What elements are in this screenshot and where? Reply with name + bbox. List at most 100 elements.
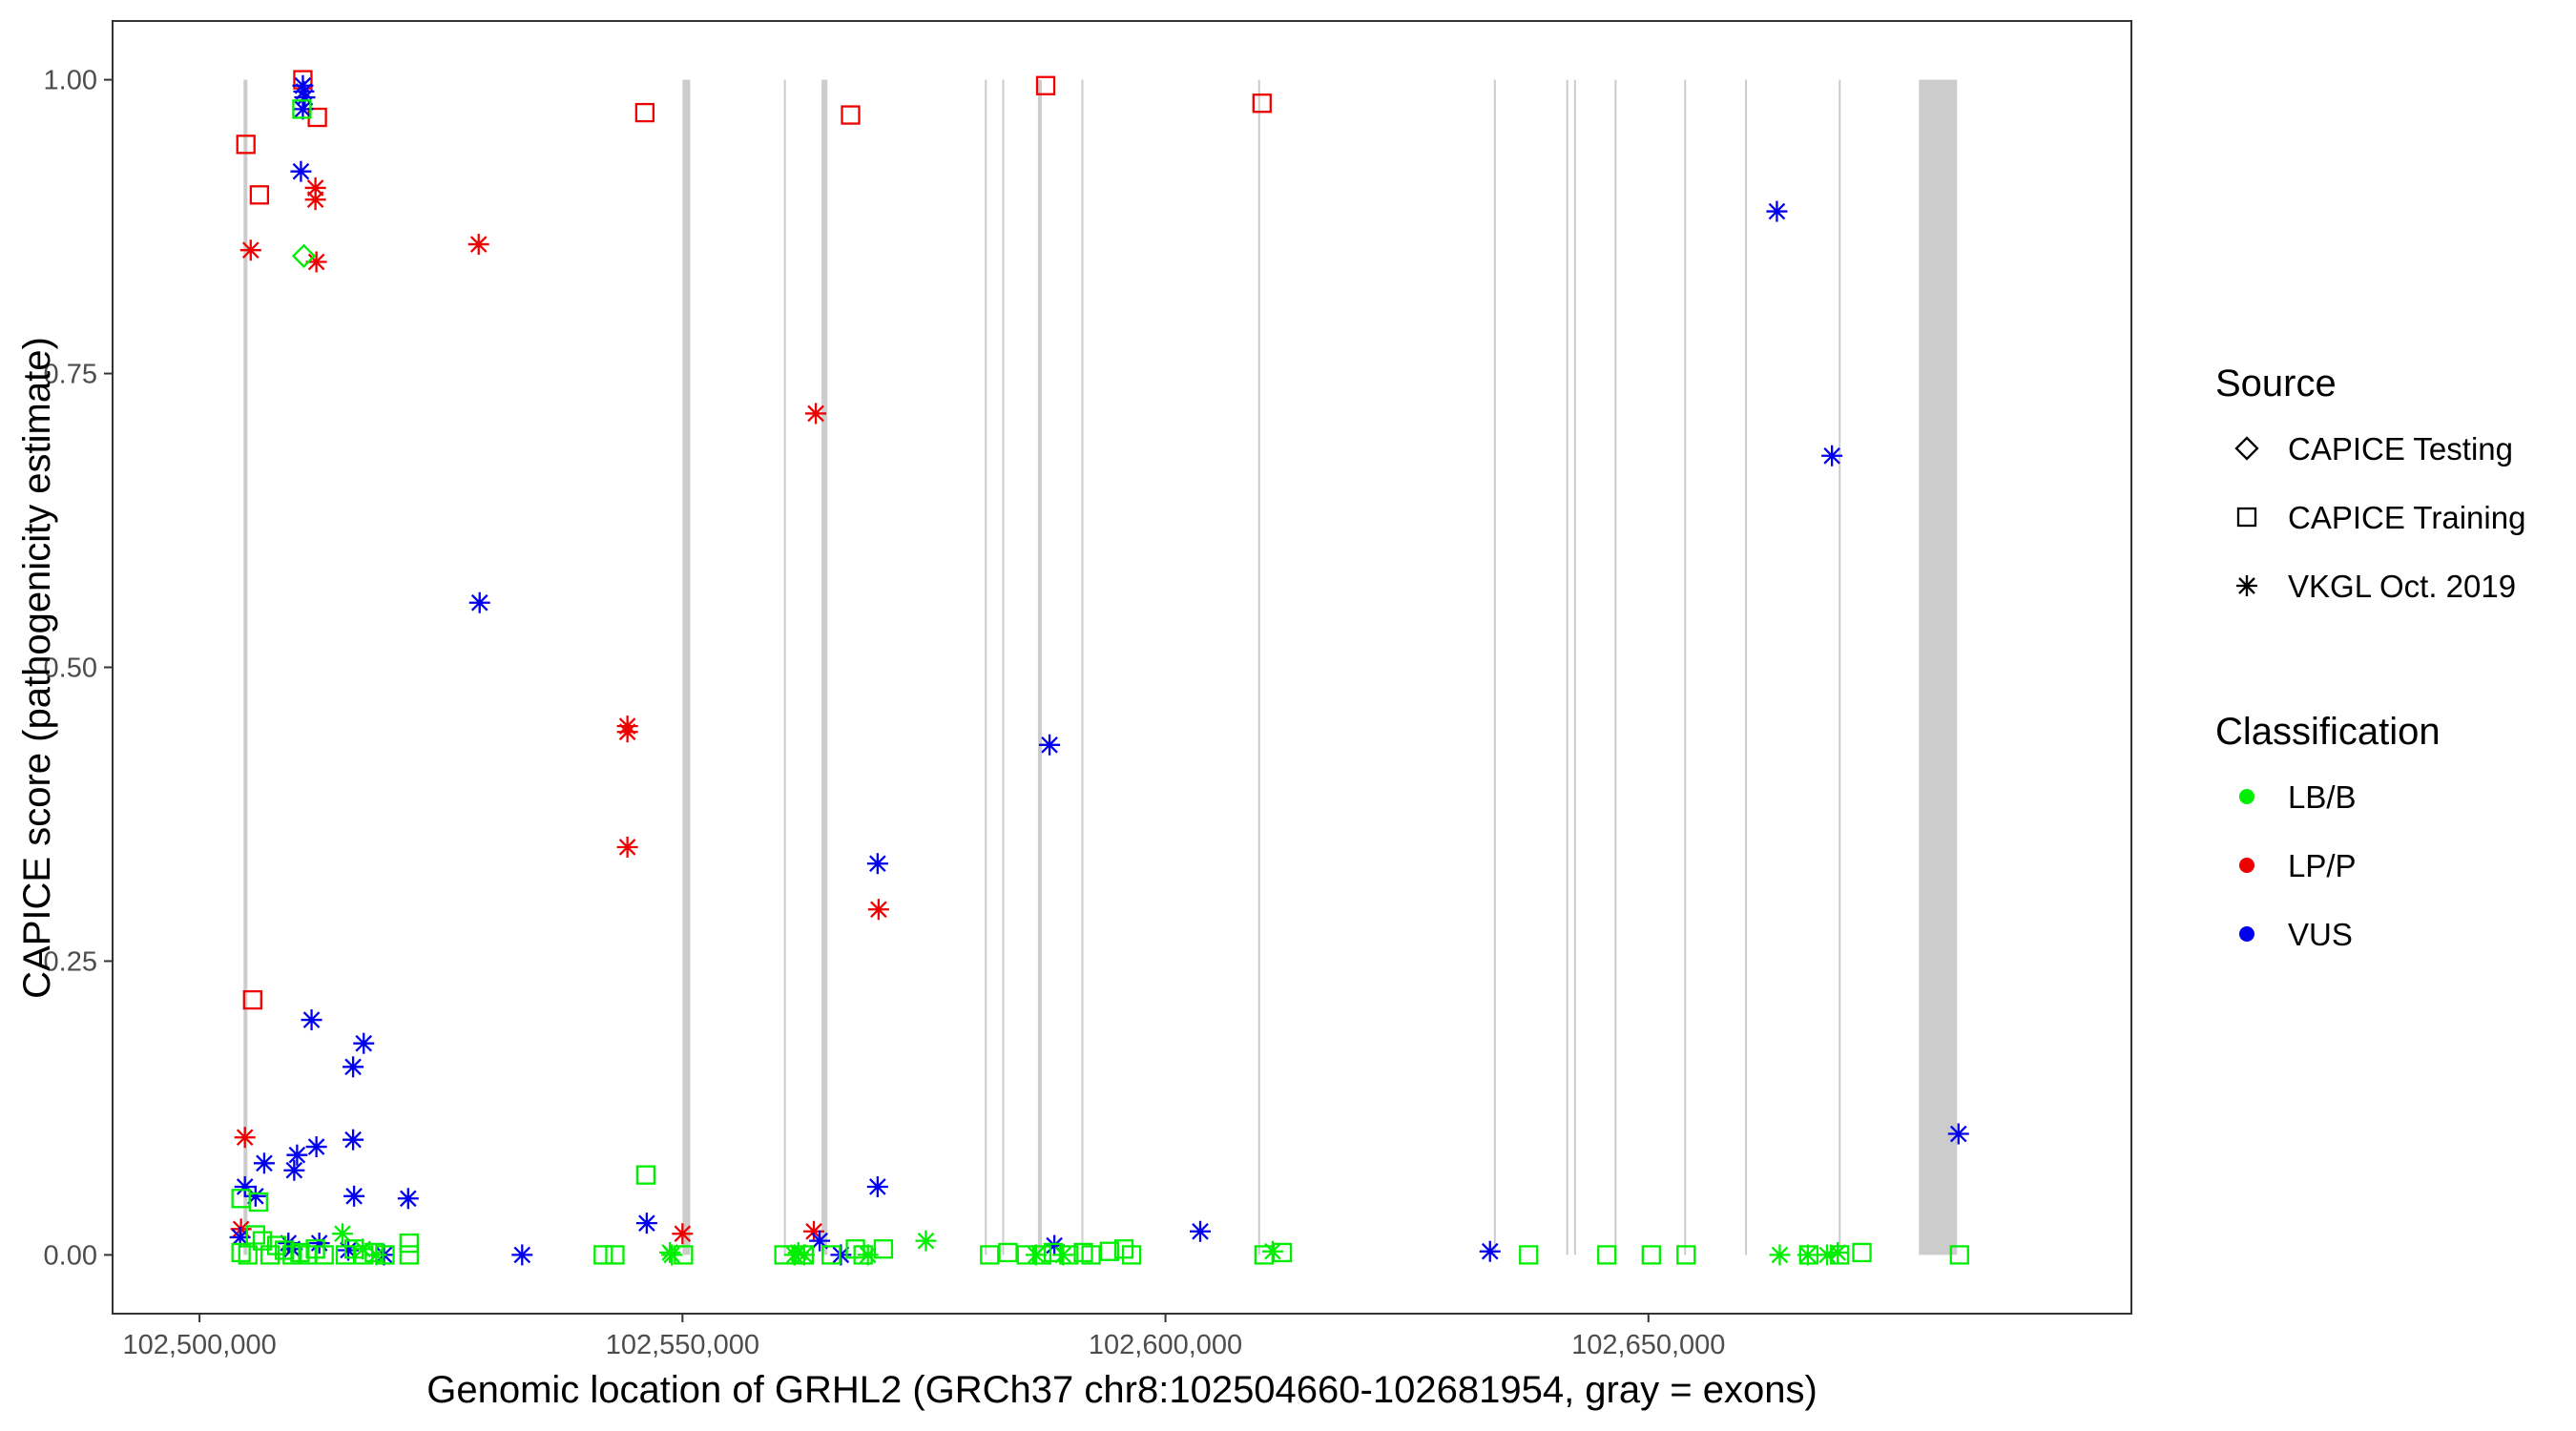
data-point xyxy=(1252,93,1272,114)
data-point xyxy=(1769,1244,1791,1266)
data-point xyxy=(1479,1240,1501,1262)
data-point xyxy=(467,234,489,256)
data-point xyxy=(343,1129,364,1151)
data-point xyxy=(236,135,256,155)
data-point xyxy=(635,1165,656,1185)
legend-title-source: Source xyxy=(2215,363,2337,404)
data-point xyxy=(301,1009,322,1031)
data-point xyxy=(1852,1242,1872,1263)
x-axis-title: Genomic location of GRHL2 (GRCh37 chr8:1… xyxy=(426,1369,1818,1411)
x-tick-label: 102,600,000 xyxy=(1089,1330,1242,1360)
data-point xyxy=(245,1225,265,1245)
legend-label: LP/P xyxy=(2288,848,2357,883)
data-point xyxy=(229,1226,251,1248)
data-point xyxy=(331,1223,353,1245)
data-point xyxy=(343,1056,364,1078)
data-point xyxy=(605,1245,625,1265)
data-point xyxy=(867,899,889,921)
data-point xyxy=(1519,1245,1539,1265)
data-point xyxy=(857,1244,879,1266)
data-point xyxy=(634,102,655,123)
data-point xyxy=(980,1245,1000,1265)
legend-key-dot xyxy=(2239,858,2254,873)
data-point xyxy=(661,1244,683,1266)
data-point xyxy=(841,105,861,125)
legend-key-asterisk xyxy=(2236,575,2257,596)
data-point xyxy=(616,836,638,858)
legend-label: CAPICE Training xyxy=(2288,500,2525,535)
exon-band xyxy=(682,79,691,1255)
legend-title-classification: Classification xyxy=(2215,711,2441,753)
data-point xyxy=(1597,1245,1617,1265)
exon-band xyxy=(1257,79,1260,1255)
data-point xyxy=(249,185,270,205)
data-point xyxy=(468,591,490,613)
exon-band xyxy=(985,79,987,1255)
legend-key-square xyxy=(2236,507,2257,528)
data-point xyxy=(399,1233,419,1254)
exon-bands xyxy=(243,79,1958,1255)
data-point xyxy=(593,1245,613,1265)
y-tick-label: 0.50 xyxy=(44,653,97,684)
data-point xyxy=(1081,1245,1101,1265)
x-tick-label: 102,650,000 xyxy=(1571,1330,1725,1360)
exon-band xyxy=(1919,79,1958,1255)
data-point xyxy=(672,1223,694,1245)
data-point xyxy=(1099,1241,1119,1261)
legend-key-dot xyxy=(2239,789,2254,804)
data-point xyxy=(292,99,312,119)
exon-band xyxy=(1614,79,1617,1255)
data-point xyxy=(304,189,326,211)
data-point xyxy=(1261,1240,1283,1262)
data-point xyxy=(805,403,827,425)
data-point xyxy=(397,1188,419,1210)
y-tick-label: 0.00 xyxy=(44,1240,97,1271)
data-point xyxy=(1190,1220,1212,1242)
legend-label: CAPICE Testing xyxy=(2288,431,2513,467)
data-point xyxy=(343,1185,365,1207)
legend-label: LB/B xyxy=(2288,779,2357,815)
y-axis-title: CAPICE score (pathogenicity estimate) xyxy=(16,337,58,999)
legend-key-diamond xyxy=(2234,436,2259,461)
data-point xyxy=(635,1213,657,1234)
data-point xyxy=(291,243,317,268)
exon-band xyxy=(1002,79,1005,1255)
data-point xyxy=(1121,1245,1142,1265)
exon-band xyxy=(1493,79,1496,1255)
data-point xyxy=(305,1136,327,1158)
y-axis: 0.00 0.25 0.50 0.75 1.00 xyxy=(44,66,113,1271)
data-point xyxy=(1797,1244,1818,1266)
y-tick-label: 1.00 xyxy=(44,66,97,96)
y-tick-label: 0.75 xyxy=(44,360,97,390)
x-axis: 102,500,000 102,550,000 102,600,000 102,650… xyxy=(122,1314,1725,1360)
data-point xyxy=(231,1242,251,1263)
data-point xyxy=(1947,1123,1969,1145)
data-point xyxy=(1641,1245,1661,1265)
exon-band xyxy=(1839,79,1841,1255)
x-tick-label: 102,500,000 xyxy=(122,1330,276,1360)
exon-band xyxy=(243,79,248,1255)
data-point xyxy=(308,1233,330,1255)
data-point xyxy=(242,989,262,1010)
data-point xyxy=(290,160,312,182)
data-point xyxy=(1025,1244,1047,1266)
data-point xyxy=(1817,1244,1839,1266)
legend-label: VUS xyxy=(2288,917,2353,952)
data-point xyxy=(1821,445,1843,467)
data-point xyxy=(793,1244,815,1266)
legend: Source CAPICE Testing CAPICE Training VKGL … xyxy=(2215,363,2525,952)
data-point xyxy=(915,1230,937,1252)
data-point xyxy=(292,98,314,120)
data-point xyxy=(1035,75,1056,95)
data-point xyxy=(1949,1245,1969,1265)
y-tick-label: 0.25 xyxy=(44,946,97,977)
data-point xyxy=(365,1244,387,1266)
data-point xyxy=(253,1152,275,1174)
data-point xyxy=(283,1159,305,1181)
exon-band xyxy=(1037,79,1042,1255)
data-point xyxy=(238,1245,258,1265)
legend-label: VKGL Oct. 2019 xyxy=(2288,569,2516,604)
data-point xyxy=(399,1245,419,1265)
